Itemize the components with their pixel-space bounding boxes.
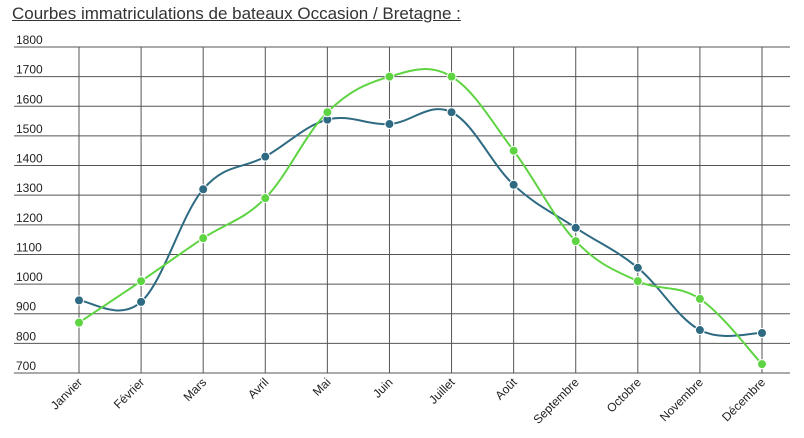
data-point-series-2 [446, 71, 457, 82]
data-point-series-1 [632, 262, 643, 273]
y-tick-label: 1000 [16, 270, 43, 284]
x-tick-label: Juin [370, 375, 395, 400]
x-tick-label: Janvier [48, 375, 85, 412]
data-point-series-2 [260, 193, 271, 204]
series-line-1 [78, 108, 763, 337]
y-tick-label: 1400 [16, 152, 43, 166]
y-tick-label: 900 [16, 300, 36, 314]
x-tick-label: Mai [310, 375, 334, 399]
x-tick-label: Novembre [657, 375, 706, 424]
x-axis-ticks: Janvier Février Mars Avril Mai Juin Juillet Aoû… [48, 375, 768, 427]
x-tick-label: Octobre [604, 375, 644, 415]
y-tick-label: 1600 [16, 92, 43, 106]
chart-title: Courbes immatriculations de bateaux Occa… [12, 4, 461, 23]
data-point-series-1 [570, 222, 581, 233]
data-point-series-2 [322, 107, 333, 118]
y-tick-label: 1200 [16, 211, 43, 225]
x-tick-label: Février [111, 375, 147, 411]
data-point-series-2 [198, 233, 209, 244]
y-tick-label: 1300 [16, 181, 43, 195]
y-tick-label: 1700 [16, 63, 43, 77]
x-tick-label: Avril [245, 375, 271, 401]
y-axis-ticks: 700 800 900 1000 1100 1200 1300 1400 1500 1600 170… [16, 33, 43, 373]
x-tick-label: Juillet [426, 375, 458, 407]
data-point-series-2 [508, 145, 519, 156]
data-point-series-1 [260, 151, 271, 162]
data-point-series-2 [384, 71, 395, 82]
y-tick-label: 800 [16, 329, 36, 343]
data-point-series-1 [757, 327, 767, 338]
grid-lines [14, 46, 790, 374]
data-point-series-1 [74, 295, 84, 306]
x-tick-label: Août [492, 375, 520, 403]
data-point-series-1 [384, 119, 395, 130]
y-tick-label: 700 [16, 359, 36, 373]
y-tick-label: 1800 [16, 33, 43, 47]
x-tick-label: Mars [181, 375, 210, 404]
data-point-series-2 [757, 359, 767, 370]
data-point-series-2 [570, 236, 581, 247]
data-point-series-1 [136, 296, 147, 307]
data-point-series-1 [446, 107, 457, 118]
data-points [74, 71, 767, 370]
data-point-series-2 [694, 293, 705, 304]
y-tick-label: 1100 [16, 240, 42, 254]
data-point-series-1 [508, 179, 519, 190]
x-tick-label: Septembre [530, 375, 582, 427]
data-point-series-1 [694, 325, 705, 336]
x-tick-label: Décembre [719, 375, 768, 424]
data-point-series-1 [198, 184, 209, 195]
y-tick-label: 1500 [16, 122, 43, 136]
data-point-series-2 [136, 276, 147, 287]
data-point-series-2 [632, 276, 643, 287]
series-lines [78, 68, 763, 365]
data-point-series-2 [74, 317, 84, 328]
